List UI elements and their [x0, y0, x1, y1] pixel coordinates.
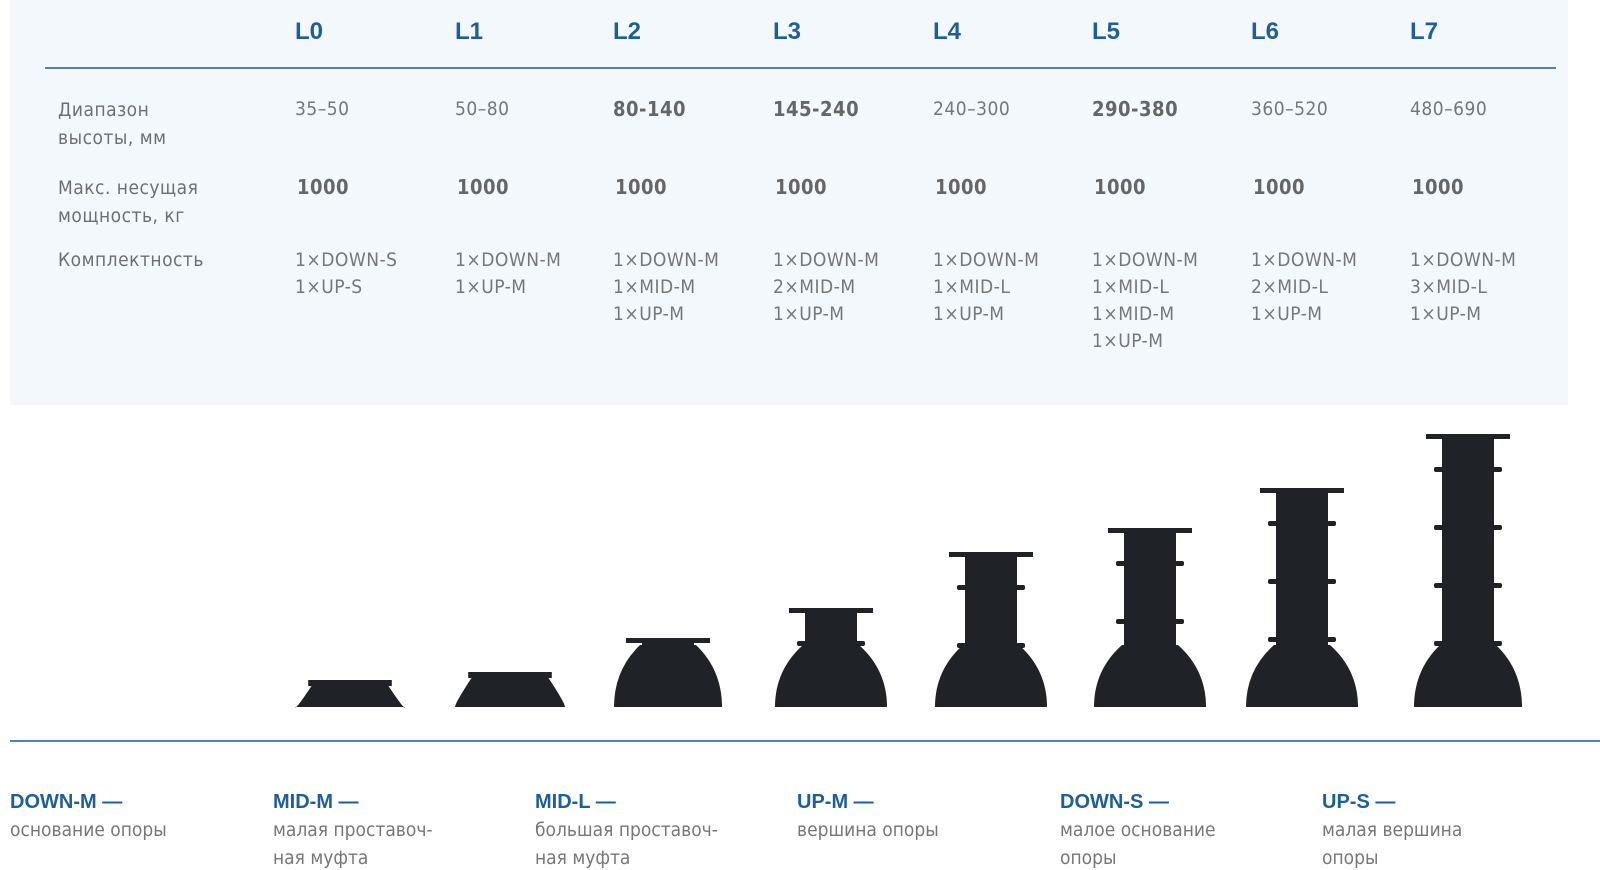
legend-description: малая вершина опоры: [1322, 819, 1463, 869]
legend-item: DOWN-S — малое основание опоры: [1060, 788, 1310, 870]
table-cell: 1000: [615, 175, 668, 199]
column-header-l7: L7: [1410, 18, 1439, 45]
column-header-l6: L6: [1251, 18, 1280, 45]
table-cell: 1000: [775, 175, 828, 199]
table-cell: 1000: [1094, 175, 1147, 199]
legend-title: UP-S —: [1322, 791, 1396, 813]
column-header-l2: L2: [613, 18, 642, 45]
row-label: Диапазон высоты, мм: [58, 99, 167, 149]
table-cell: 1000: [297, 175, 350, 199]
legend-title: DOWN-S —: [1060, 791, 1169, 813]
column-header-l5: L5: [1092, 18, 1121, 45]
table-cell: 1×DOWN-M 2×MID-M 1×UP-M: [773, 249, 880, 325]
pedestal-l7: [1414, 434, 1522, 707]
row-label: Макс. несущая мощность, кг: [58, 177, 199, 227]
legend-item: DOWN-M — основание опоры: [10, 788, 260, 870]
table-cell: 145-240: [773, 97, 860, 121]
legend-title: MID-M —: [273, 791, 359, 813]
table-cell: 290-380: [1092, 97, 1179, 121]
legend-divider: [10, 740, 1600, 742]
pedestal-l5: [1094, 528, 1206, 707]
header-divider: [45, 67, 1556, 69]
pedestal-illustrations: [295, 434, 1522, 708]
column-header-l4: L4: [933, 18, 962, 45]
row-label: Комплектность: [58, 249, 204, 271]
spec-table-panel: [10, 0, 1568, 405]
table-cell: 1×DOWN-M 1×MID-L 1×UP-M: [933, 249, 1040, 325]
table-cell: 1×DOWN-M 1×MID-M 1×UP-M: [613, 249, 720, 325]
legend-title: UP-M —: [797, 791, 874, 813]
table-cell: 240–300: [933, 98, 1011, 120]
legend-title: DOWN-M —: [10, 791, 123, 813]
legend-title: MID-L —: [535, 791, 616, 813]
table-cell: 1×DOWN-M 3×MID-L 1×UP-M: [1410, 249, 1517, 325]
pedestal-l1: [455, 672, 565, 707]
column-header-l3: L3: [773, 18, 802, 45]
table-cell: 480–690: [1410, 98, 1488, 120]
table-cell: 360–520: [1251, 98, 1329, 120]
table-cell: 1×DOWN-M 2×MID-L 1×UP-M: [1251, 249, 1358, 325]
table-cell: 1000: [1412, 175, 1465, 199]
legend-description: малое основание опоры: [1060, 819, 1216, 869]
table-cell: 35–50: [295, 98, 350, 120]
legend-item: MID-L — большая проставоч- ная муфта: [535, 788, 785, 870]
table-cell: 1000: [457, 175, 510, 199]
table-cell: 1000: [1253, 175, 1306, 199]
table-cell: 50–80: [455, 98, 510, 120]
pedestal-l3: [775, 608, 887, 707]
table-cell: 80-140: [613, 97, 687, 121]
pedestal-l2: [614, 638, 722, 707]
pedestal-l0: [295, 680, 405, 708]
pedestal-l6: [1246, 488, 1358, 707]
table-cell: 1000: [935, 175, 988, 199]
legend-item: UP-M — вершина опоры: [797, 788, 1047, 870]
legend-description: вершина опоры: [797, 819, 939, 841]
table-cell: 1×DOWN-S 1×UP-S: [295, 249, 398, 298]
column-header-l1: L1: [455, 18, 484, 45]
legend-description: малая проставоч- ная муфта: [273, 819, 433, 869]
pedestal-l4: [935, 552, 1047, 707]
table-cell: 1×DOWN-M 1×MID-L 1×MID-M 1×UP-M: [1092, 249, 1199, 352]
legend-item: UP-S — малая вершина опоры: [1322, 788, 1572, 870]
legend-description: большая проставоч- ная муфта: [535, 819, 718, 869]
table-cell: 1×DOWN-M 1×UP-M: [455, 249, 562, 298]
legend-description: основание опоры: [10, 819, 167, 841]
legend-item: MID-M — малая проставоч- ная муфта: [273, 788, 523, 870]
column-header-l0: L0: [295, 18, 324, 45]
